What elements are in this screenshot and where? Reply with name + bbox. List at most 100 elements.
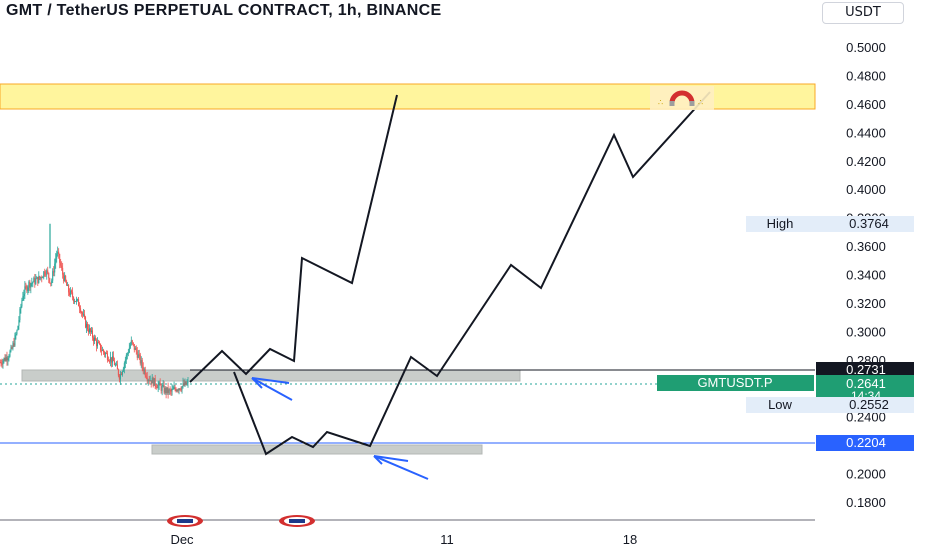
y-tick-label: 0.4600 bbox=[846, 97, 886, 112]
candle-body bbox=[70, 290, 72, 295]
candle-body bbox=[114, 364, 116, 366]
candle-body bbox=[27, 287, 29, 291]
candle-body bbox=[121, 371, 123, 375]
candle-body bbox=[18, 319, 20, 327]
candle-body bbox=[163, 385, 165, 393]
candle-body bbox=[118, 375, 120, 380]
candle-body bbox=[110, 357, 112, 363]
high-label-bg bbox=[746, 216, 914, 232]
y-tick-label: 0.1800 bbox=[846, 495, 886, 510]
symbol-label-bg bbox=[657, 375, 814, 391]
candle-body bbox=[54, 263, 56, 273]
candle-body bbox=[116, 364, 118, 370]
candle-body bbox=[73, 297, 75, 302]
candle-body bbox=[132, 342, 134, 345]
candle-body bbox=[76, 299, 78, 302]
candle-body bbox=[77, 299, 79, 301]
candle-body bbox=[144, 369, 146, 376]
candle-body bbox=[63, 274, 65, 281]
candle-body bbox=[67, 285, 69, 287]
y-tick-label: 0.3000 bbox=[846, 324, 886, 339]
candle-body bbox=[183, 383, 185, 386]
candle-body bbox=[187, 381, 189, 383]
candle-body bbox=[37, 277, 39, 283]
candle-body bbox=[62, 267, 64, 275]
candle-body bbox=[124, 359, 126, 364]
support-zone-upper bbox=[21, 369, 521, 382]
y-tick-label: 0.4200 bbox=[846, 154, 886, 169]
candle-body bbox=[2, 360, 4, 365]
candle-body bbox=[0, 362, 1, 364]
candle-body bbox=[44, 271, 46, 275]
candle-body bbox=[23, 294, 25, 297]
candle-body bbox=[42, 277, 44, 279]
candle-body bbox=[107, 359, 109, 361]
candle-body bbox=[4, 357, 6, 361]
candle-body bbox=[135, 347, 137, 352]
candle-body bbox=[155, 385, 157, 388]
candle-body bbox=[148, 380, 150, 382]
support-zone-lower bbox=[151, 444, 483, 455]
candle-body bbox=[72, 292, 74, 298]
candle-body bbox=[50, 282, 52, 284]
horizontal-line-label-bg bbox=[816, 435, 914, 451]
candle-body bbox=[10, 347, 12, 352]
candle-body bbox=[160, 385, 162, 391]
candle-body bbox=[68, 285, 70, 293]
candle-body bbox=[122, 368, 124, 372]
event-flag-icon[interactable] bbox=[167, 515, 203, 527]
candle-body bbox=[152, 377, 154, 386]
candle-body bbox=[139, 354, 141, 364]
candle-body bbox=[38, 276, 40, 283]
horizontal-line-value: 0.2204 bbox=[846, 435, 886, 450]
candle-body bbox=[13, 343, 15, 346]
x-tick-label: 11 bbox=[440, 532, 454, 547]
candle-body bbox=[102, 349, 104, 353]
currency-button[interactable]: USDT bbox=[822, 2, 904, 24]
candle-body bbox=[105, 353, 107, 355]
candle-body bbox=[39, 276, 41, 279]
candle-body bbox=[5, 357, 7, 361]
low-label-bg bbox=[746, 397, 914, 413]
candle-body bbox=[0, 362, 2, 364]
candle-body bbox=[80, 308, 82, 313]
candle-body bbox=[169, 389, 171, 391]
arrow-icon bbox=[251, 377, 293, 401]
candle-body bbox=[49, 278, 51, 283]
candle-body bbox=[149, 380, 151, 382]
candle-body bbox=[20, 306, 22, 309]
candle-body bbox=[177, 389, 179, 391]
candle-body bbox=[14, 335, 16, 346]
candle-body bbox=[172, 388, 174, 390]
arrow-icon bbox=[373, 455, 429, 480]
candle-body bbox=[150, 380, 152, 384]
candle-body bbox=[58, 251, 60, 255]
candle-body bbox=[35, 279, 37, 284]
candle-body bbox=[97, 342, 99, 344]
candle-body bbox=[45, 274, 47, 276]
candle-body bbox=[94, 337, 96, 341]
candle-body bbox=[137, 354, 139, 358]
y-axis[interactable]: 0.50000.48000.46000.44000.42000.40000.38… bbox=[846, 40, 886, 510]
candle-body bbox=[117, 369, 119, 376]
candle-body bbox=[86, 323, 88, 328]
high-label: High bbox=[767, 216, 794, 231]
candle-body bbox=[138, 354, 140, 356]
candle-body bbox=[146, 377, 148, 381]
candle-body bbox=[75, 301, 77, 303]
candle-body bbox=[143, 369, 145, 371]
candle-body bbox=[111, 356, 113, 363]
candle-body bbox=[96, 342, 98, 347]
candle-body bbox=[174, 387, 176, 390]
event-flag-icon[interactable] bbox=[279, 515, 315, 527]
candle-body bbox=[24, 286, 26, 295]
low-value: 0.2552 bbox=[849, 397, 889, 412]
candle-body bbox=[82, 312, 84, 315]
x-axis[interactable]: Dec 11 18 bbox=[170, 532, 637, 547]
candle-body bbox=[168, 389, 170, 393]
candle-body bbox=[101, 349, 103, 351]
candle-body bbox=[171, 389, 173, 392]
x-tick-label: Dec bbox=[170, 532, 194, 547]
candles bbox=[0, 223, 189, 399]
